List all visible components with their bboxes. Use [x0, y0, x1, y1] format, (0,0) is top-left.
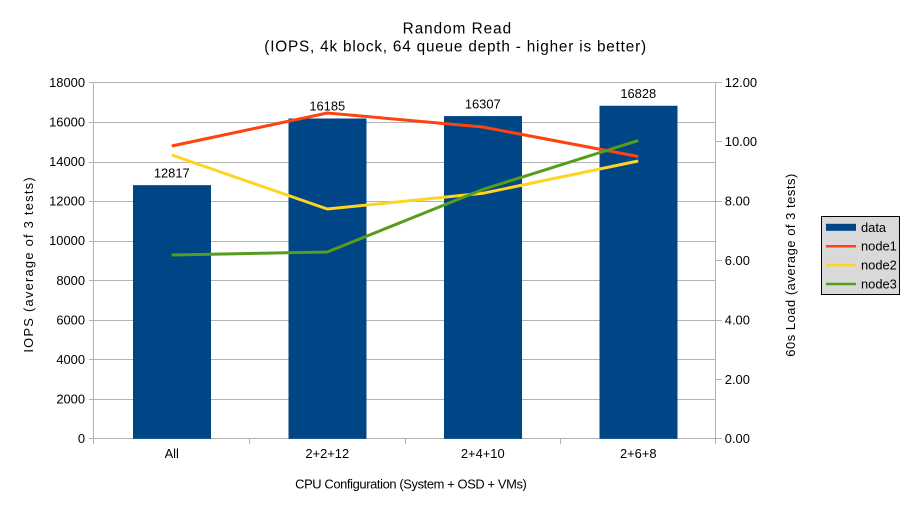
svg-text:16307: 16307 [465, 96, 501, 111]
svg-text:2.00: 2.00 [725, 372, 750, 387]
svg-text:8000: 8000 [56, 273, 85, 288]
svg-text:4000: 4000 [56, 352, 85, 367]
svg-text:60s Load (average of 3 tests): 60s Load (average of 3 tests) [783, 174, 798, 357]
svg-text:0: 0 [78, 431, 85, 446]
svg-text:2000: 2000 [56, 392, 85, 407]
svg-text:data: data [861, 220, 887, 235]
svg-text:14000: 14000 [49, 154, 85, 169]
svg-text:12.00: 12.00 [725, 75, 757, 90]
svg-text:16828: 16828 [620, 86, 656, 101]
svg-text:12000: 12000 [49, 194, 85, 209]
svg-text:2+4+10: 2+4+10 [461, 446, 505, 461]
svg-text:16185: 16185 [309, 99, 345, 114]
svg-text:4.00: 4.00 [725, 312, 750, 327]
svg-text:CPU Configuration (System + OS: CPU Configuration (System + OSD + VMs) [295, 476, 527, 491]
svg-text:Random Read: Random Read [403, 21, 512, 38]
svg-text:All: All [165, 446, 179, 461]
svg-text:node2: node2 [861, 258, 897, 273]
svg-text:2+6+8: 2+6+8 [620, 446, 657, 461]
svg-text:0.00: 0.00 [725, 431, 750, 446]
svg-text:6.00: 6.00 [725, 253, 750, 268]
svg-text:IOPS (average of 3 tests): IOPS (average of 3 tests) [21, 177, 36, 352]
svg-text:18000: 18000 [49, 75, 85, 90]
svg-text:(IOPS, 4k block, 64 queue dept: (IOPS, 4k block, 64 queue depth - higher… [264, 39, 646, 56]
svg-text:12817: 12817 [154, 165, 190, 180]
svg-text:2+2+12: 2+2+12 [305, 446, 349, 461]
svg-text:node3: node3 [861, 276, 897, 291]
svg-text:10.00: 10.00 [725, 134, 757, 149]
svg-text:node1: node1 [861, 239, 897, 254]
svg-text:8.00: 8.00 [725, 194, 750, 209]
svg-text:16000: 16000 [49, 115, 85, 130]
svg-text:10000: 10000 [49, 233, 85, 248]
svg-text:6000: 6000 [56, 312, 85, 327]
